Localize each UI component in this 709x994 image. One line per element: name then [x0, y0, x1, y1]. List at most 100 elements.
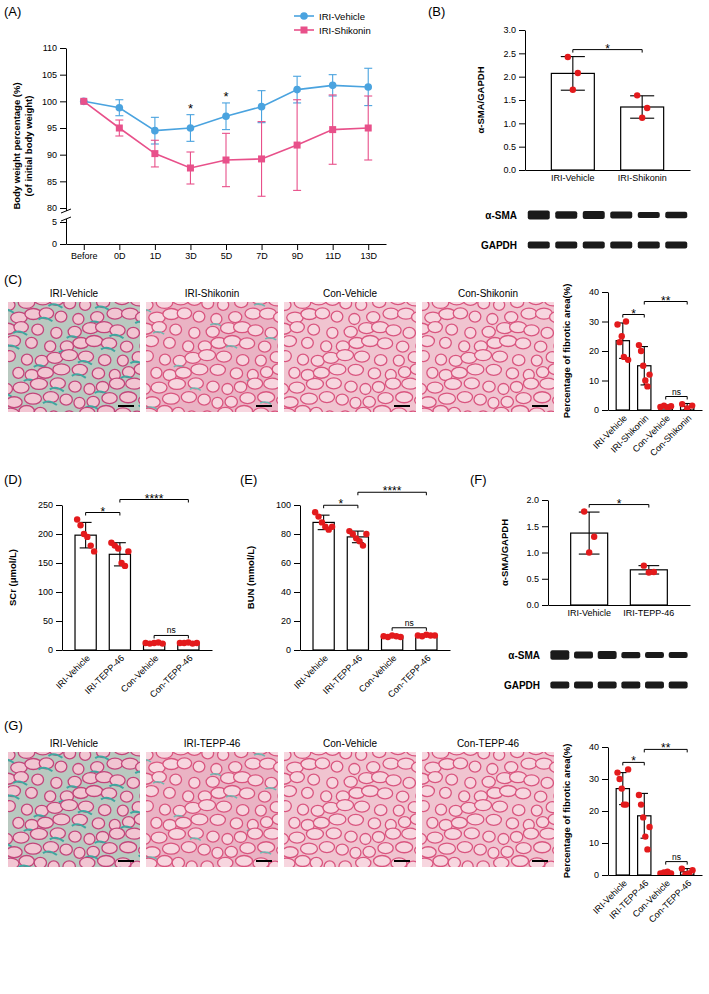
data-point — [634, 92, 640, 98]
blot-band — [583, 242, 605, 249]
y-tick-mark — [602, 292, 608, 293]
panel-label: (G) — [4, 718, 23, 733]
y-tick-label: 40 — [589, 287, 599, 297]
tubule — [324, 861, 335, 867]
tubule — [99, 355, 111, 366]
tubule — [8, 351, 15, 362]
series-marker — [329, 82, 337, 90]
tubule — [248, 775, 263, 786]
blot-label: GAPDH — [504, 680, 540, 691]
tubule — [277, 845, 278, 856]
tubule — [115, 858, 131, 867]
tubule — [265, 327, 277, 338]
series-marker — [293, 86, 301, 94]
tubule — [120, 341, 132, 352]
y-tick-mark — [60, 75, 66, 76]
tubule — [506, 818, 518, 829]
tubule — [247, 378, 262, 389]
x-axis-line — [609, 875, 703, 876]
tubule — [229, 312, 242, 323]
tubule — [512, 856, 529, 867]
legend-marker — [300, 12, 308, 20]
y-tick-mark — [602, 351, 608, 352]
tubule — [18, 302, 35, 308]
tubule — [462, 411, 473, 412]
significance: ns — [666, 852, 687, 865]
series-line — [84, 85, 368, 130]
x-axis: IRI-VehicleIRI-Shikonin — [526, 170, 691, 183]
y-axis: 020406080100 — [276, 500, 301, 655]
tubule — [336, 394, 348, 405]
tubule — [498, 383, 509, 394]
y-tick: 0 — [52, 239, 66, 249]
y-tick: 3.0 — [503, 25, 525, 35]
tubule — [325, 752, 339, 755]
tubule — [412, 762, 416, 773]
fibrosis — [95, 757, 109, 761]
tubule — [216, 351, 231, 362]
plot-area — [614, 766, 695, 875]
tubule — [422, 752, 429, 761]
tubule — [218, 407, 233, 412]
fibrosis — [139, 405, 140, 409]
blot-band — [528, 211, 550, 220]
tubule — [151, 832, 167, 843]
tubule — [393, 805, 404, 816]
tubule — [511, 752, 524, 758]
tubule — [260, 367, 272, 378]
axis-break — [61, 209, 71, 221]
y-tick: 50 — [43, 616, 62, 626]
tubule — [410, 814, 416, 825]
x-tick: 11D — [325, 244, 341, 261]
error-bar-cap — [258, 90, 266, 91]
tubule — [239, 338, 254, 349]
y-tick-mark — [519, 100, 525, 101]
tubule — [236, 856, 253, 867]
tubule — [294, 752, 311, 758]
tubule — [488, 397, 499, 408]
tubule — [8, 858, 19, 867]
x-tick-mark — [368, 244, 369, 250]
significance: ** — [644, 741, 687, 755]
data-point — [363, 531, 369, 537]
y-tick: 1.5 — [503, 95, 525, 105]
tubule — [255, 355, 266, 366]
error-bar — [293, 100, 301, 191]
x-tick-label: 5D — [221, 251, 233, 261]
tubule — [529, 858, 545, 867]
tubule — [277, 395, 278, 406]
significance: * — [324, 497, 358, 511]
tubule — [151, 382, 167, 393]
panel-label: (F) — [470, 472, 487, 487]
fibrosis — [146, 310, 151, 312]
tubule — [427, 832, 443, 843]
tubule — [356, 407, 371, 412]
tubule — [193, 311, 205, 322]
blot-band — [665, 212, 687, 219]
scale-bar — [532, 860, 548, 862]
fibrosis — [210, 324, 221, 326]
y-tick-mark — [602, 811, 608, 812]
fibrosis — [254, 754, 265, 756]
tubule — [274, 312, 278, 323]
tubule — [48, 861, 59, 867]
tubule — [453, 758, 467, 769]
blot-band — [574, 682, 593, 689]
tubule — [383, 308, 399, 319]
error-bar — [561, 57, 585, 91]
tubule — [295, 406, 310, 412]
tubule — [427, 367, 438, 378]
blot-band — [610, 211, 632, 218]
error-bar — [222, 133, 230, 186]
tubule — [396, 791, 408, 802]
error-bar-cap — [222, 129, 230, 130]
tubule — [183, 791, 194, 802]
tubule — [98, 856, 115, 867]
data-point — [315, 513, 321, 519]
tubule — [446, 774, 458, 785]
tubule — [396, 392, 413, 403]
significance-label: **** — [145, 492, 164, 506]
tubule — [24, 843, 41, 854]
blot-band — [583, 211, 605, 219]
tubule — [189, 327, 200, 338]
